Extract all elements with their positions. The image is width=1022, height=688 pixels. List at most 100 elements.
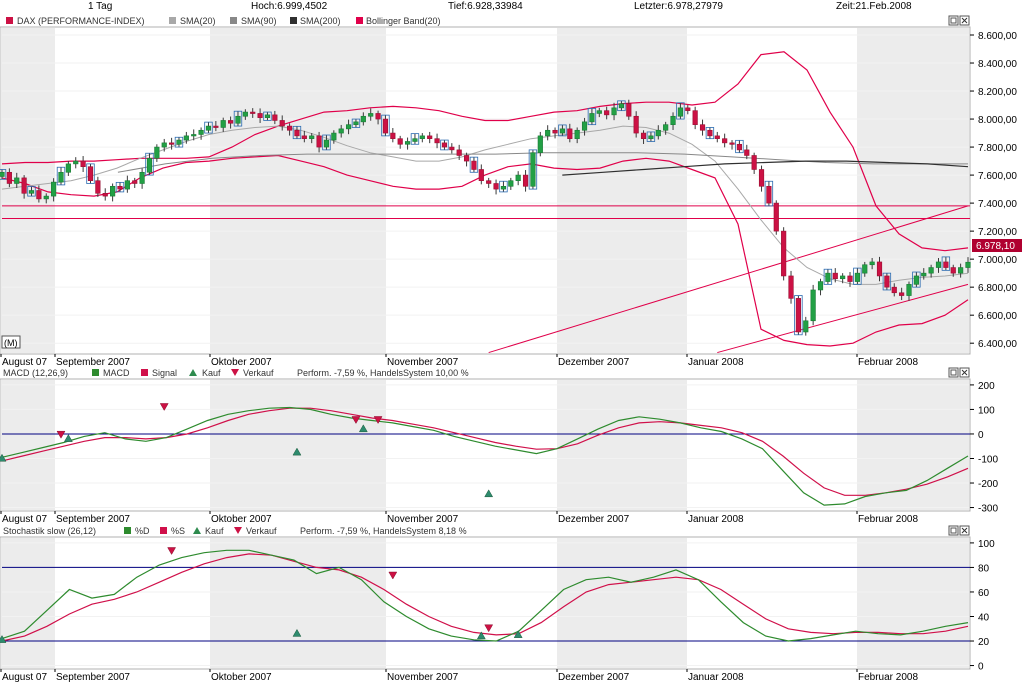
y-tick-label: 7.800,00	[978, 143, 1017, 154]
candle	[722, 138, 728, 144]
legend-verkauf: Verkauf	[246, 526, 277, 536]
candle	[729, 142, 735, 145]
month-shade	[1, 538, 55, 668]
x-month-label: Januar 2008	[688, 672, 744, 683]
candle	[14, 177, 20, 184]
candle	[677, 107, 683, 117]
candle	[449, 146, 455, 151]
x-month-label: September 2007	[56, 357, 130, 368]
legend-swatch-signal	[141, 369, 148, 376]
candle-range-box	[351, 118, 361, 128]
legend-sma20: SMA(20)	[180, 16, 216, 26]
candle	[390, 132, 396, 139]
candle	[250, 111, 256, 114]
candle-range-box	[823, 268, 833, 285]
candle	[515, 174, 521, 181]
macd-line	[1, 406, 969, 506]
candle	[478, 169, 484, 181]
legend-verkauf-triangle	[234, 527, 242, 534]
month-shade	[857, 538, 969, 668]
y-tick-label: 7.600,00	[978, 171, 1017, 182]
candle	[124, 180, 130, 190]
timeframe-label: 1 Tag	[88, 1, 113, 12]
y-tick-label: -200	[978, 479, 998, 490]
stoch-layer	[0, 547, 970, 643]
y-tick-label: 100	[978, 539, 995, 550]
sell-marker	[351, 416, 361, 424]
last-price-label: 6.978,10	[976, 241, 1015, 252]
month-shade	[210, 380, 386, 510]
buy-marker	[0, 635, 7, 643]
candle	[943, 261, 949, 268]
y-tick-label: 100	[978, 405, 995, 416]
candle	[692, 110, 698, 125]
stoch-panel-buttons[interactable]	[948, 525, 970, 536]
buy-marker	[63, 434, 73, 442]
candle	[618, 103, 625, 109]
candle	[419, 135, 425, 139]
y-tick-label: 60	[978, 588, 990, 599]
y-tick-label: 6.800,00	[978, 283, 1017, 294]
y-tick-label: 8.600,00	[978, 31, 1017, 42]
stoch-panel-frame	[0, 536, 971, 670]
price-panel-buttons[interactable]	[948, 15, 970, 26]
maximize-icon[interactable]	[948, 15, 959, 26]
candle-range-box	[558, 124, 567, 137]
candle	[169, 142, 175, 145]
y-tick-label: 8.000,00	[978, 115, 1017, 126]
x-month-label: Dezember 2007	[558, 672, 630, 683]
candle	[906, 284, 912, 296]
buy-marker	[513, 630, 523, 638]
macd-panel-frame	[0, 378, 971, 512]
legend-signal: Signal	[152, 368, 177, 378]
candle	[670, 115, 676, 125]
y-tick-label: 200	[978, 381, 995, 392]
month-shade	[210, 28, 386, 353]
candle	[508, 180, 514, 187]
candle	[596, 110, 602, 114]
candle	[36, 190, 42, 200]
candle	[847, 275, 853, 282]
candle	[559, 128, 566, 134]
buy-marker	[0, 453, 7, 462]
candle	[183, 135, 189, 141]
y-tick-label: -100	[978, 454, 998, 465]
macd-panel-buttons[interactable]	[948, 367, 970, 378]
candle	[663, 124, 669, 131]
month-shading	[1, 28, 969, 668]
candle-range-box	[676, 102, 685, 120]
sell-marker	[484, 624, 494, 633]
candle	[958, 267, 964, 274]
macd-title: MACD (12,26,9)	[3, 368, 68, 378]
month-shade	[210, 538, 386, 668]
candle	[404, 141, 411, 145]
period-marker-box[interactable]	[1, 335, 21, 349]
candle-range-box	[469, 156, 479, 173]
candle	[242, 111, 248, 117]
candle	[935, 261, 942, 268]
candle	[58, 171, 64, 183]
candle	[6, 171, 12, 184]
legend-kauf: Kauf	[202, 368, 221, 378]
candle	[353, 121, 359, 125]
candle	[611, 107, 617, 116]
candle	[309, 135, 315, 139]
candle	[626, 103, 632, 117]
candle	[913, 275, 919, 285]
candle-range-box	[941, 256, 951, 271]
maximize-icon[interactable]	[948, 367, 959, 378]
y-tick-label: 20	[978, 637, 990, 648]
legend-swatch-dax	[6, 17, 13, 24]
legend-dax: DAX (PERFORMANCE-INDEX)	[17, 16, 145, 26]
candle	[876, 261, 883, 277]
candle-range-box	[86, 163, 95, 184]
axis-labels: 8.600,00 8.400,00 8.200,00 8.000,00 7.800,00…	[0, 31, 1017, 683]
x-month-label: August 07	[2, 672, 47, 683]
legend-kauf-triangle	[189, 369, 197, 376]
maximize-icon[interactable]	[948, 525, 959, 536]
candle-range-box	[912, 271, 921, 288]
trend-channel-lower	[717, 283, 969, 354]
candle	[441, 142, 448, 148]
sma90-line	[117, 152, 968, 173]
